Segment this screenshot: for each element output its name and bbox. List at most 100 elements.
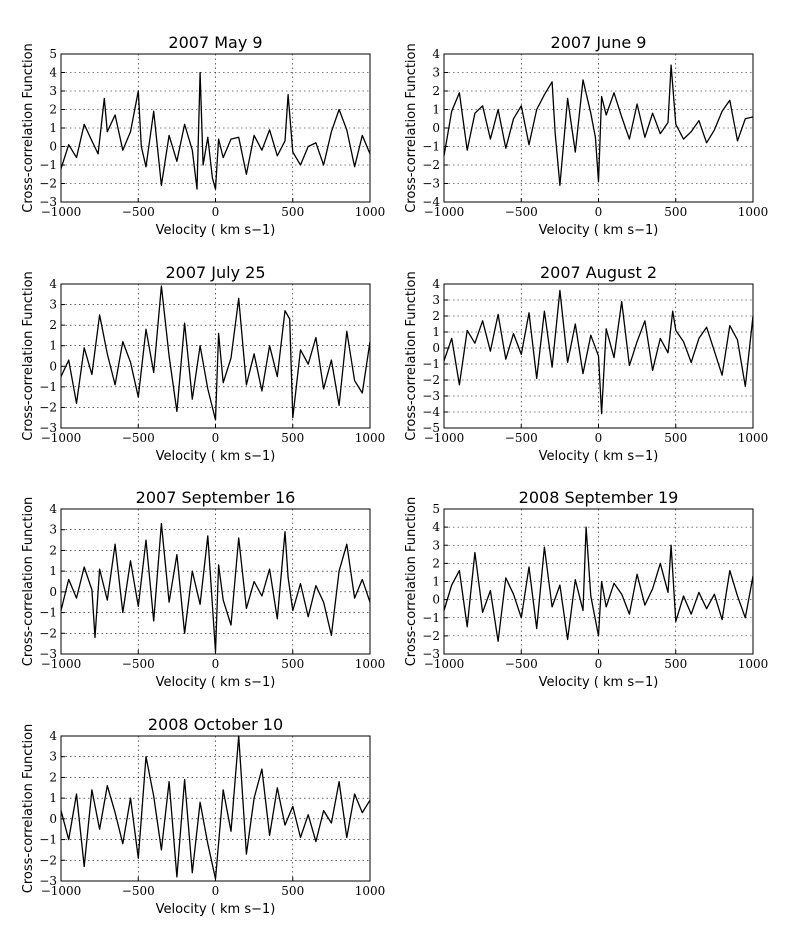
panel-5-x-tick-label: 0 <box>212 657 220 671</box>
panel-3-y-tick-label: 3 <box>49 298 57 312</box>
panel-1-y-tick-label: −3 <box>39 195 57 209</box>
panel-3-x-tick-label: 500 <box>281 431 304 445</box>
panel-5-series-line <box>60 522 371 653</box>
panel-6-x-tick-label: −500 <box>505 657 538 671</box>
panel-7-y-tick-label: −3 <box>39 874 57 888</box>
panel-5-x-tick-label: −500 <box>122 657 155 671</box>
panel-7-x-tick-label: 0 <box>212 884 220 898</box>
panel-5-y-axis-label: Cross-correlation Function <box>21 497 36 667</box>
panel-7-x-tick-label: 1000 <box>355 884 386 898</box>
panel-4-x-tick-label: −500 <box>505 431 538 445</box>
panel-5-y-tick-label: −2 <box>39 626 57 640</box>
panel-1-y-axis-label: Cross-correlation Function <box>21 43 36 213</box>
panel-4-x-tick-label: 1000 <box>738 431 769 445</box>
panel-1-y-tick-label: −1 <box>39 158 57 172</box>
panel-2-x-axis-label: Velocity ( km s−1) <box>539 223 659 238</box>
panel-5-y-tick-label: 2 <box>49 543 57 557</box>
panel-4-y-tick-label: −1 <box>422 357 440 371</box>
panel-6-y-tick-label: 0 <box>432 593 440 607</box>
panel-3-x-tick-label: 0 <box>212 431 220 445</box>
panel-7-y-tick-label: −2 <box>39 853 57 867</box>
panel-5-y-tick-label: 0 <box>49 585 57 599</box>
panel-5-y-tick-label: −1 <box>39 606 57 620</box>
panel-5-x-tick-label: 1000 <box>355 657 386 671</box>
panel-3-y-tick-label: −1 <box>39 380 57 394</box>
panel-1-x-tick-label: 1000 <box>355 205 386 219</box>
panel-1-y-tick-label: 2 <box>49 103 57 117</box>
panel-1-y-tick-label: 3 <box>49 84 57 98</box>
panel-3-x-tick-label: −500 <box>122 431 155 445</box>
panel-1-x-tick-label: 500 <box>281 205 304 219</box>
panel-6-y-axis-label: Cross-correlation Function <box>404 497 419 667</box>
panel-1-y-tick-label: 4 <box>49 66 57 80</box>
panel-5-x-tick-label: 500 <box>281 657 304 671</box>
panel-5-y-tick-label: 1 <box>49 564 57 578</box>
panel-4-y-tick-label: 4 <box>432 277 440 291</box>
panel-5-x-axis-label: Velocity ( km s−1) <box>156 675 276 690</box>
panel-6-series-line <box>443 526 754 642</box>
panel-1-x-tick-label: −500 <box>122 205 155 219</box>
panel-2-title: 2007 June 9 <box>551 33 647 52</box>
panel-7-y-tick-label: 4 <box>49 729 57 743</box>
panel-2-y-tick-label: 1 <box>432 103 440 117</box>
panel-4-y-tick-label: −2 <box>422 373 440 387</box>
panel-2-x-tick-label: −500 <box>505 205 538 219</box>
panel-4-y-tick-label: −4 <box>422 405 440 419</box>
panel-2-series-line <box>443 64 754 186</box>
panel-7-y-axis-label: Cross-correlation Function <box>21 724 36 894</box>
panel-6-y-tick-label: 4 <box>432 520 440 534</box>
panel-3-y-tick-label: 2 <box>49 318 57 332</box>
panel-2-y-tick-label: −2 <box>422 158 440 172</box>
panel-7-x-tick-label: 500 <box>281 884 304 898</box>
panel-3-y-tick-label: −3 <box>39 421 57 435</box>
panel-3-x-tick-label: −1000 <box>41 431 82 445</box>
panel-3-x-tick-label: 1000 <box>355 431 386 445</box>
panel-3-title: 2007 July 25 <box>165 263 265 282</box>
panel-3-y-tick-label: 4 <box>49 277 57 291</box>
panel-2-y-tick-label: 3 <box>432 66 440 80</box>
panel-4-series-line <box>443 289 754 415</box>
panel-7-y-tick-label: 2 <box>49 770 57 784</box>
panel-6-y-tick-label: −3 <box>422 647 440 661</box>
panel-4-y-axis-label: Cross-correlation Function <box>404 271 419 441</box>
panel-3-y-tick-label: 1 <box>49 339 57 353</box>
panel-2-y-tick-label: −1 <box>422 140 440 154</box>
panel-3-x-axis-label: Velocity ( km s−1) <box>156 449 276 464</box>
panel-2-x-tick-label: 500 <box>664 205 687 219</box>
panel-2-y-axis-label: Cross-correlation Function <box>404 43 419 213</box>
panel-4-x-tick-label: 500 <box>664 431 687 445</box>
panel-2-y-tick-label: 0 <box>432 121 440 135</box>
panel-6-y-tick-label: 5 <box>432 502 440 516</box>
panel-5-y-tick-label: 4 <box>49 502 57 516</box>
panel-2-y-tick-label: 4 <box>432 47 440 61</box>
panel-7-y-tick-label: 0 <box>49 812 57 826</box>
panel-4-y-tick-label: −3 <box>422 389 440 403</box>
panel-2-y-tick-label: −3 <box>422 177 440 191</box>
panel-1-y-tick-label: −2 <box>39 177 57 191</box>
panel-1-x-axis-label: Velocity ( km s−1) <box>156 223 276 238</box>
panel-1-x-tick-label: 0 <box>212 205 220 219</box>
panel-6-x-tick-label: 1000 <box>738 657 769 671</box>
panel-1-y-tick-label: 1 <box>49 121 57 135</box>
panel-4-x-tick-label: −1000 <box>424 431 465 445</box>
panel-5-x-tick-label: −1000 <box>41 657 82 671</box>
panel-3-y-axis-label: Cross-correlation Function <box>21 271 36 441</box>
panel-4-x-axis-label: Velocity ( km s−1) <box>539 449 659 464</box>
panel-1-y-tick-label: 5 <box>49 47 57 61</box>
panel-6-y-tick-label: 2 <box>432 556 440 570</box>
panel-6-y-tick-label: 3 <box>432 538 440 552</box>
panel-6-x-tick-label: −1000 <box>424 657 465 671</box>
panel-1-series-line <box>60 71 371 190</box>
panel-6-title: 2008 September 19 <box>519 488 679 507</box>
panel-5-title: 2007 September 16 <box>136 488 296 507</box>
panel-4-y-tick-label: 0 <box>432 341 440 355</box>
panel-1-x-tick-label: −1000 <box>41 205 82 219</box>
panel-3-series-line <box>60 285 371 421</box>
panel-7-x-tick-label: −1000 <box>41 884 82 898</box>
panel-1-title: 2007 May 9 <box>168 33 262 52</box>
panel-6-y-tick-label: 1 <box>432 575 440 589</box>
panel-7-x-tick-label: −500 <box>122 884 155 898</box>
panel-6-x-tick-label: 500 <box>664 657 687 671</box>
panel-4-title: 2007 August 2 <box>540 263 657 282</box>
